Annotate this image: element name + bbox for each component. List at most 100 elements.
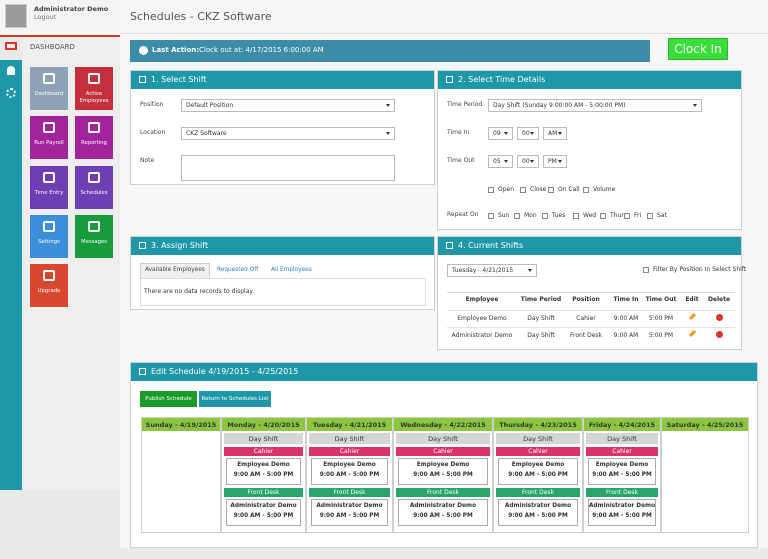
position-bar [586,488,658,497]
employee-card[interactable] [588,458,656,485]
select-box[interactable]: 05 [488,155,513,168]
position-label: Front Desk [333,489,366,496]
employee-time: 9:00 AM - 5:00 PM [233,472,294,478]
position-bar [309,488,390,497]
avatar [5,4,27,28]
select-value: 05 [493,158,501,165]
field-label: Repeat On [447,211,479,218]
select-box[interactable]: 00 [517,127,539,140]
select-caret [504,160,508,163]
employee-card[interactable] [398,458,488,485]
return-button[interactable]: Return to Schedules List [199,391,271,407]
delete-icon[interactable] [716,331,723,338]
day-label: Wednesday - 4/22/2015 [400,421,486,429]
employee-card[interactable] [311,499,388,526]
nav-tile[interactable]: Upgrade [30,264,68,307]
tile-icon [43,122,55,133]
nav-tile[interactable]: Active Employees [75,67,113,110]
employee-card[interactable] [588,499,656,526]
shift-label: Day Shift [607,435,637,443]
select-box[interactable]: 09 [488,127,513,140]
employee-time: 9:00 AM - 5:00 PM [413,513,473,519]
select-caret [558,132,562,135]
table-header: Time Out [645,296,677,303]
day-label: Tuesday - 4/21/2015 [312,421,387,429]
employee-card[interactable] [226,499,301,526]
employee-name: Administrator Demo [504,503,572,509]
last-action-bar: Last Action: Clock out at: 4/17/2015 6:00… [130,40,650,62]
employee-card[interactable] [398,499,488,526]
nav-tile[interactable]: Schedules [75,166,113,209]
position-label: Front Desk [606,489,638,496]
nav-tile[interactable]: Dashboard [30,67,68,110]
checkbox[interactable] [643,267,649,273]
position-label: Cahier [433,448,453,455]
checkbox[interactable] [624,213,630,219]
select-caret [528,269,532,272]
select-box[interactable]: CKZ Software [181,127,395,140]
checkbox[interactable] [488,213,494,219]
employee-name: Employee Demo [595,462,649,468]
nav-tile[interactable]: Messages [75,215,113,258]
checkbox[interactable] [548,187,554,193]
field-label: Time Out [447,157,475,164]
nav-icon [5,42,17,50]
checkbox[interactable] [514,213,520,219]
panel-title: 4. Current Shifts [458,241,524,250]
nav-tile[interactable]: Run Payroll [30,116,68,159]
employee-card[interactable] [311,458,388,485]
panel-icon [139,242,146,249]
checkbox-label: Fri [634,212,642,219]
select-value: PM [548,158,557,165]
nav-tile[interactable]: Settings [30,215,68,258]
select-box[interactable]: 00 [517,155,539,168]
table-cell: Administrator Demo [451,332,513,339]
clock-in-button[interactable]: Clock In [668,38,728,60]
tab-content [140,278,426,306]
sidebar-bg [22,37,120,490]
nav-icon [7,66,15,75]
checkbox[interactable] [583,187,589,193]
shift-label: Day Shift [248,435,279,443]
position-bar [224,488,303,497]
panel-header: 1. Select Shift [131,71,434,89]
employee-card[interactable] [226,458,301,485]
tab-label: Requested Off [217,267,259,273]
checkbox[interactable] [600,213,606,219]
panel: 1. Select Shift Position Default Position L… [130,70,435,185]
panel: 4. Current Shifts Tuesday - 4/21/2015 Filt… [437,236,746,350]
delete-icon[interactable] [716,314,723,321]
employee-time: 9:00 AM - 5:00 PM [592,513,652,519]
panel: Edit Schedule 4/19/2015 - 4/25/2015 Publi… [130,362,758,548]
checkbox[interactable] [520,187,526,193]
employee-card[interactable] [498,499,578,526]
select-box[interactable]: AM [543,127,567,140]
note-textarea[interactable] [181,155,395,181]
checkbox-label: Sun [498,212,510,219]
checkbox[interactable] [488,187,494,193]
select-box[interactable]: Tuesday - 4/21/2015 [447,264,537,277]
tab[interactable] [140,263,210,278]
day-header [584,418,660,431]
select-box[interactable]: Default Position [181,99,395,112]
tile-label: Schedules [80,190,108,196]
select-value: Day Shift (Sunday 9:00:00 AM - 5:00:00 P… [493,102,626,109]
nav-tile[interactable]: Reporting [75,116,113,159]
checkbox[interactable] [647,213,653,219]
panel-title: 2. Select Time Details [458,75,546,84]
checkbox[interactable] [542,213,548,219]
select-box[interactable]: Day Shift (Sunday 9:00:00 AM - 5:00:00 P… [488,99,702,112]
position-bar [309,447,390,456]
publish-button[interactable]: Publish Schedule [140,391,197,407]
logout-link[interactable]: Logout [34,13,57,21]
nav-tile[interactable]: Time Entry [30,166,68,209]
employee-card[interactable] [498,458,578,485]
field-label: Time In [447,129,470,136]
shift-bar [224,433,303,444]
checkbox[interactable] [573,213,579,219]
day-label: Thursday - 4/23/2015 [499,421,577,429]
tile-icon [43,73,55,84]
select-box[interactable]: PM [543,155,567,168]
day-column: Tuesday - 4/21/2015 Day Shift Cahier Employ… [306,417,393,533]
